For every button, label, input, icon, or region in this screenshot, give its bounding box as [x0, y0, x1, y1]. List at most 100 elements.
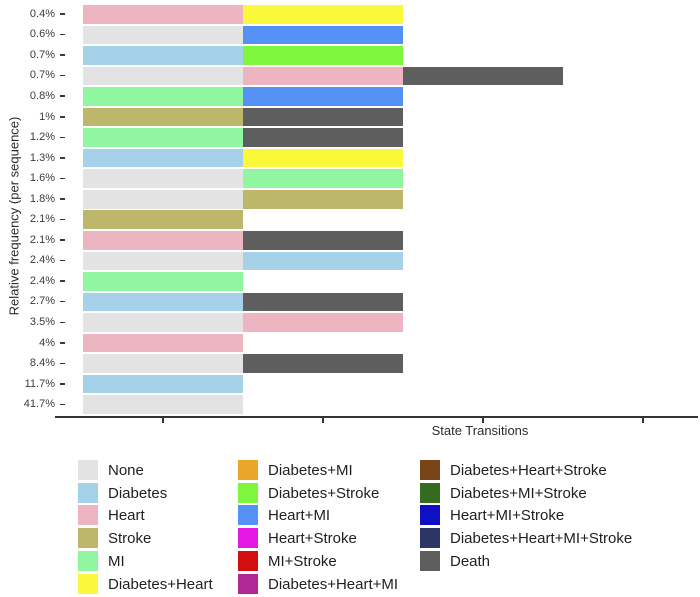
y-tick-mark [60, 74, 65, 77]
y-tick-mark [60, 259, 65, 262]
bar-segment-diabetes [83, 374, 243, 394]
x-tick-mark [322, 418, 324, 423]
bar-segment-stroke [243, 189, 403, 209]
y-tick-label: 0.7% [29, 48, 55, 61]
legend-swatch-mi-stroke [238, 550, 258, 571]
y-tick-label: 0.4% [29, 7, 55, 20]
legend-label: Diabetes+Heart [108, 575, 213, 593]
legend-swatch-heart-mi [238, 505, 258, 526]
legend-swatch-diabetes-heart-stroke [420, 460, 440, 480]
bar-segment-none [83, 169, 243, 188]
legend-swatch-mi [78, 550, 98, 571]
legend-label: Stroke [108, 530, 152, 548]
legend-label: Death [450, 552, 491, 570]
legend-swatch-diabetes-heart-mi [238, 573, 258, 594]
x-tick-mark [642, 418, 644, 423]
bar-segment-death [243, 354, 403, 373]
y-tick-mark [60, 136, 65, 139]
y-tick-mark [60, 33, 65, 36]
legend-label: Diabetes+Heart+MI [268, 575, 399, 593]
y-tick-mark [60, 177, 65, 180]
legend-swatch-heart-stroke [238, 528, 258, 549]
y-tick-mark [60, 13, 65, 15]
bar-segment-diabetes [83, 148, 243, 168]
y-tick-label: 2.4% [29, 254, 55, 267]
legend-swatch-none [78, 460, 98, 480]
bar-segment-heart-mi [243, 25, 403, 45]
legend-label: MI+Stroke [268, 552, 337, 570]
y-tick-mark [60, 218, 65, 221]
y-tick-mark [60, 342, 65, 344]
bar-segment-death [243, 128, 403, 147]
legend-swatch-diabetes-stroke [238, 482, 258, 503]
legend-label: Diabetes+Heart+MI+Stroke [450, 530, 633, 548]
x-axis-line [55, 416, 698, 418]
y-tick-label: 8.4% [29, 357, 55, 370]
legend-label: Diabetes+Heart+Stroke [450, 462, 607, 479]
legend-swatch-heart [78, 505, 98, 526]
bar-segment-mi [83, 87, 243, 106]
y-tick-mark [60, 157, 65, 159]
y-tick-label: 4% [39, 336, 55, 349]
y-tick-label: 11.7% [24, 377, 55, 390]
legend-label: MI [108, 552, 125, 570]
bar-segment-diabetes [83, 292, 243, 312]
bar-segment-heart [83, 4, 243, 24]
bar-segment-diabetes [83, 46, 243, 65]
bar-segment-heart [83, 231, 243, 250]
bar-segment-stroke [83, 210, 243, 230]
y-tick-mark [60, 54, 65, 56]
x-tick-mark [162, 418, 164, 423]
bar-segment-death [403, 66, 563, 86]
legend-label: Diabetes+Stroke [268, 484, 380, 502]
y-tick-label: 41.7% [23, 398, 55, 411]
bar-segment-none [83, 354, 243, 373]
bar-segment-none [83, 66, 243, 86]
legend-swatch-stroke [78, 528, 98, 549]
bar-segment-mi [243, 169, 403, 188]
y-tick-label: 1.3% [29, 151, 55, 164]
y-tick-label: 1.2% [29, 131, 55, 144]
y-tick-mark [60, 239, 65, 241]
legend-swatch-death [420, 550, 440, 571]
legend-swatch-heart-mi-stroke [420, 505, 440, 526]
legend-label: Diabetes+MI+Stroke [450, 484, 587, 502]
bar-segment-diabetes-stroke [243, 46, 403, 65]
y-tick-label: 0.6% [29, 28, 55, 41]
bar-segment-none [83, 313, 243, 332]
y-tick-label: 3.5% [29, 316, 55, 329]
y-tick-mark [60, 300, 65, 303]
legend-swatch-diabetes-mi-stroke [420, 482, 440, 503]
y-tick-mark [60, 280, 65, 282]
bar-segment-death [243, 292, 403, 312]
bar-segment-stroke [83, 107, 243, 127]
legend-label: Heart+Stroke [268, 530, 357, 548]
bar-segment-none [83, 395, 243, 415]
legend-label: Diabetes [108, 484, 168, 502]
y-tick-label: 0.8% [29, 89, 55, 102]
bar-segment-diabetes-heart [243, 4, 403, 24]
bar-segment-none [83, 251, 243, 271]
legend-swatch-diabetes [78, 482, 98, 503]
legend-label: None [108, 462, 144, 479]
bar-segment-none [83, 25, 243, 45]
y-tick-label: 2.4% [29, 274, 55, 287]
x-axis-title: State Transitions [431, 423, 529, 438]
y-tick-mark [60, 362, 65, 365]
legend-swatch-diabetes-heart-mi-stroke [420, 528, 440, 549]
legend-label: Heart+MI+Stroke [450, 507, 565, 525]
bar-segment-diabetes-heart [243, 148, 403, 168]
bar-segment-heart [243, 66, 403, 86]
legend-label: Diabetes+MI [268, 462, 353, 479]
bar-segment-none [83, 189, 243, 209]
y-tick-mark [60, 321, 65, 324]
y-tick-label: 1.6% [29, 172, 55, 185]
legend-swatch-diabetes-heart [78, 573, 98, 594]
bar-segment-heart [83, 333, 243, 353]
bar-segment-mi [83, 128, 243, 147]
y-tick-mark [60, 383, 65, 385]
bar-segment-death [243, 107, 403, 127]
legend-label: Heart [108, 507, 145, 525]
y-tick-mark [60, 198, 65, 200]
